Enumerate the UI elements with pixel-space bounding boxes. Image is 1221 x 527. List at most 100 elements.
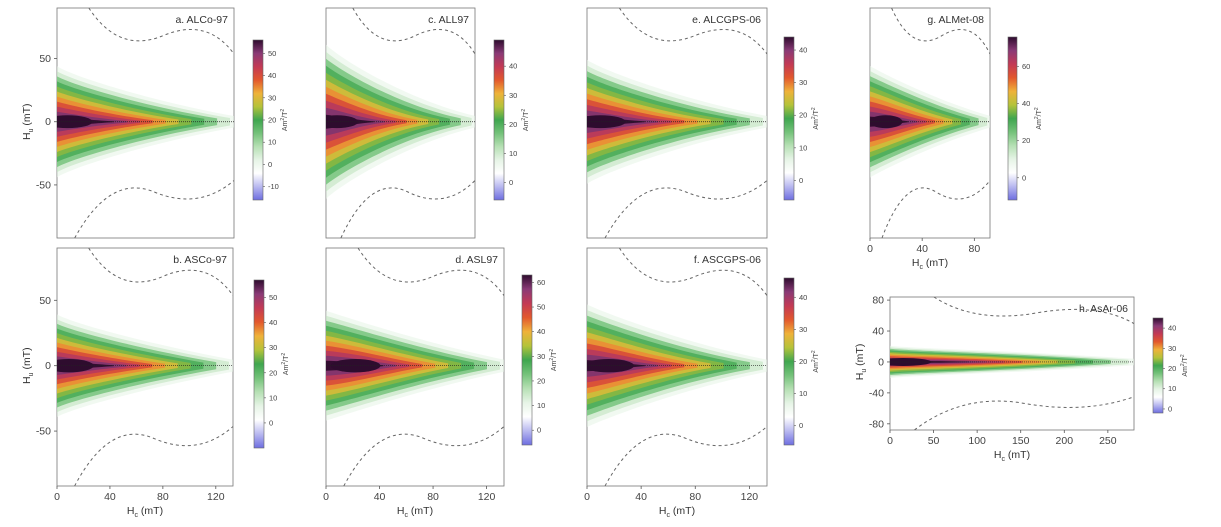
- colorbar-tick-label-f: 30: [799, 325, 807, 334]
- colorbar-unit-c: Am2/T2: [521, 109, 530, 132]
- density-peak-g: [870, 115, 903, 129]
- colorbar-f: [783, 277, 795, 446]
- colorbar-tick-label-g: 60: [1022, 62, 1030, 71]
- panel-title-b: b. ASCo-97: [173, 254, 227, 266]
- noise-contour-lower-g: [881, 180, 990, 238]
- x-tick-label-b: 0: [54, 491, 60, 503]
- colorbar-tick-label-b: 40: [269, 318, 277, 327]
- colorbar-tick-label-c: 20: [509, 120, 517, 129]
- x-tick-label-b: 80: [157, 491, 169, 503]
- x-tick-label-h: 100: [968, 435, 986, 447]
- panel-title-c: c. ALL97: [428, 14, 469, 26]
- panel-title-f: f. ASCGPS-06: [694, 254, 761, 266]
- colorbar-tick-label-d: 20: [537, 376, 545, 385]
- colorbar-tick-label-c: 0: [509, 178, 513, 187]
- colorbar-tick-label-h: 20: [1168, 364, 1176, 373]
- y-tick-label-h: 0: [878, 356, 884, 368]
- panel-title-h: h. AsAr-06: [1079, 303, 1128, 315]
- x-tick-label-f: 0: [584, 491, 590, 503]
- colorbar-tick-label-f: 10: [799, 389, 807, 398]
- x-tick-label-d: 80: [427, 491, 439, 503]
- colorbar-tick-label-c: 30: [509, 91, 517, 100]
- colorbar-tick-label-h: 40: [1168, 324, 1176, 333]
- colorbar-tick-label-f: 0: [799, 421, 803, 430]
- panel-title-g: g. ALMet-08: [927, 14, 984, 26]
- x-tick-label-h: 0: [887, 435, 893, 447]
- colorbar-h: [1152, 317, 1164, 414]
- x-tick-label-h: 250: [1099, 435, 1117, 447]
- x-tick-label-d: 120: [478, 491, 496, 503]
- x-axis-label-b: Hc (mT): [127, 505, 163, 519]
- y-tick-label-h: -80: [869, 418, 884, 430]
- colorbar-tick-label-a: 0: [268, 160, 272, 169]
- colorbar-unit-a: Am2/T2: [280, 109, 289, 132]
- x-tick-label-b: 40: [104, 491, 116, 503]
- x-axis-label-h: Hc (mT): [994, 449, 1030, 463]
- colorbar-tick-label-d: 30: [537, 352, 545, 361]
- noise-contour-lower-b: [74, 426, 233, 486]
- y-axis-label-a: Hu (mT): [21, 103, 35, 140]
- colorbar-tick-label-g: 20: [1022, 136, 1030, 145]
- forc-panel-b: b. ASCo-97 50 0 -50 Hu (mT) 0 40 80 120 Hc (mT) 50…: [21, 247, 290, 519]
- forc-panel-f: f. ASCGPS-06 0 40 80 120 Hc (mT) 40 30 20 10 0 Am2/…: [584, 247, 820, 519]
- colorbar-g: [1007, 36, 1018, 201]
- colorbar-tick-label-g: 0: [1022, 173, 1026, 182]
- x-tick-label-d: 40: [374, 491, 386, 503]
- colorbar-tick-label-h: 30: [1168, 344, 1176, 353]
- colorbar-tick-label-d: 0: [537, 426, 541, 435]
- colorbar-tick-label-b: 20: [269, 368, 277, 377]
- colorbar-unit-f: Am2/T2: [811, 350, 820, 373]
- colorbar-tick-label-h: 0: [1168, 404, 1172, 413]
- colorbar-e: [783, 36, 795, 201]
- density-peak-e: [587, 115, 626, 129]
- x-tick-label-h: 50: [928, 435, 940, 447]
- x-axis-label-g: Hc (mT): [912, 257, 948, 271]
- noise-contour-lower-c: [340, 180, 475, 238]
- colorbar-tick-label-e: 30: [799, 78, 807, 87]
- y-tick-label-a: 0: [45, 116, 51, 128]
- colorbar-unit-h: Am2/T2: [1180, 354, 1189, 377]
- colorbar-tick-label-e: 20: [799, 111, 807, 120]
- density-peak-d: [330, 359, 381, 373]
- x-axis-label-d: Hc (mT): [397, 505, 433, 519]
- forc-panel-a: a. ALCo-97 50 0 -50 Hu (mT) 50 40 30 20 10 0 -10 Am2…: [21, 7, 289, 239]
- x-tick-label-h: 150: [1012, 435, 1030, 447]
- x-tick-label-d: 0: [323, 491, 329, 503]
- y-axis-label-h: Hu (mT): [854, 344, 868, 381]
- colorbar-c: [493, 39, 505, 201]
- x-tick-label-h: 200: [1056, 435, 1074, 447]
- x-tick-label-g: 80: [969, 243, 981, 255]
- colorbar-tick-label-f: 20: [799, 357, 807, 366]
- noise-contour-upper-d: [357, 248, 504, 296]
- noise-contour-upper-g: [891, 8, 990, 55]
- colorbar-tick-label-g: 40: [1022, 99, 1030, 108]
- colorbar-tick-label-d: 50: [537, 303, 545, 312]
- x-axis-label-f: Hc (mT): [659, 505, 695, 519]
- panel-title-d: d. ASL97: [455, 254, 498, 266]
- colorbar-tick-label-d: 40: [537, 327, 545, 336]
- y-tick-label-b: -50: [36, 426, 51, 438]
- forc-panel-c: c. ALL97 40 30 20 10 0 Am2/T2: [325, 7, 530, 239]
- noise-contour-upper-c: [352, 8, 475, 55]
- colorbar-tick-label-a: 20: [268, 116, 276, 125]
- panel-title-a: a. ALCo-97: [175, 14, 228, 26]
- colorbar-tick-label-b: 30: [269, 343, 277, 352]
- noise-contour-lower-h: [914, 396, 1134, 430]
- y-tick-label-h: 40: [872, 326, 884, 338]
- colorbar-tick-label-b: 50: [269, 293, 277, 302]
- colorbar-tick-label-d: 10: [537, 401, 545, 410]
- y-tick-label-h: -40: [869, 387, 884, 399]
- density-peak-c: [326, 115, 358, 129]
- colorbar-tick-label-e: 40: [799, 46, 807, 55]
- colorbar-b: [253, 279, 265, 449]
- density-peak-b: [57, 359, 94, 373]
- colorbar-tick-label-f: 40: [799, 293, 807, 302]
- density-peak-f: [587, 359, 634, 373]
- colorbar-tick-label-h: 10: [1168, 384, 1176, 393]
- colorbar-unit-e: Am2/T2: [811, 107, 820, 130]
- y-tick-label-b: 0: [45, 360, 51, 372]
- colorbar-tick-label-d: 60: [537, 278, 545, 287]
- colorbar-tick-label-e: 0: [799, 176, 803, 185]
